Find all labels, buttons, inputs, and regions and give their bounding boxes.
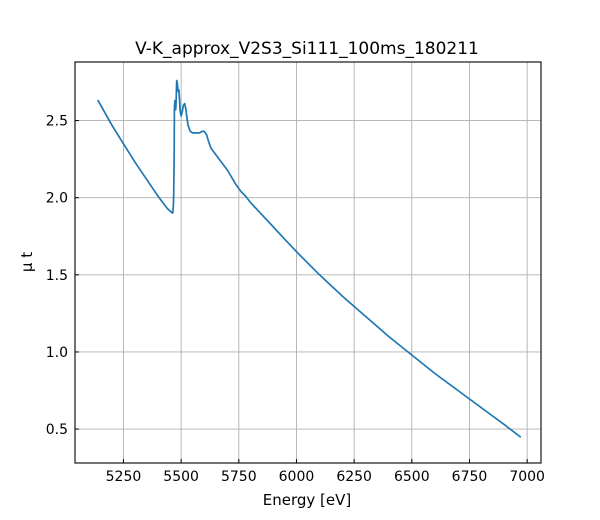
x-tick-label: 6750: [452, 469, 488, 485]
y-axis-label: μ t: [18, 252, 36, 272]
y-tick-label: 2.0: [46, 191, 68, 207]
series-line: [97, 79, 522, 438]
x-tick-label: 5250: [106, 469, 142, 485]
x-axis-label: Energy [eV]: [263, 491, 351, 509]
series-layer: [97, 79, 522, 438]
y-tick-label: 0.5: [46, 422, 68, 438]
x-tick-label: 6000: [279, 469, 315, 485]
y-tick-label: 1.0: [46, 345, 68, 361]
x-tick-label: 6500: [394, 469, 430, 485]
x-tick-label: 5750: [221, 469, 257, 485]
x-axis: 5250 5500 5750 6000 6250 6500 6750 7000: [106, 459, 545, 485]
x-tick-label: 5500: [163, 469, 199, 485]
x-tick-label: 6250: [336, 469, 372, 485]
y-axis: 0.5 1.0 1.5 2.0 2.5: [46, 114, 79, 438]
grid-layer: [75, 62, 541, 463]
y-tick-label: 1.5: [46, 268, 68, 284]
plot-frame: [74, 61, 542, 464]
x-tick-label: 7000: [509, 469, 545, 485]
y-tick-label: 2.5: [46, 114, 68, 130]
chart-title: V-K_approx_V2S3_Si111_100ms_180211: [135, 39, 479, 59]
